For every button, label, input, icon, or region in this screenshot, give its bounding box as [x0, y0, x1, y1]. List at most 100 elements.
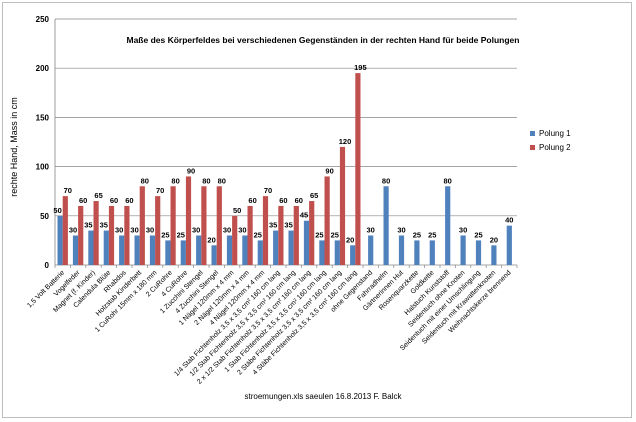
chart-footer: stroemungen.xls saeulen 16.8.2013 F. Bal…: [245, 392, 403, 401]
data-label-polung-1: 25: [161, 230, 169, 239]
bar-chart: Maße des Körperfeldes bei verschiedenen …: [9, 15, 571, 401]
data-label-polung-2: 90: [187, 166, 195, 175]
data-label-polung-1: 30: [397, 225, 405, 234]
axes: [54, 19, 518, 268]
data-label-polung-2: 60: [125, 196, 133, 205]
bar-polung-2: [339, 146, 346, 265]
data-label-polung-1: 35: [284, 221, 292, 230]
y-tick-label: 200: [36, 64, 50, 73]
legend-swatch-2: [530, 145, 535, 150]
bar-polung-2: [278, 205, 284, 265]
data-label-polung-1: 20: [490, 235, 498, 244]
bar-polung-2: [62, 196, 68, 265]
bar-polung-2: [293, 205, 299, 265]
data-label-polung-1: 30: [459, 225, 467, 234]
legend-swatch-1: [530, 131, 535, 136]
data-label-polung-2: 65: [310, 191, 318, 200]
data-label-polung-1: 25: [315, 230, 323, 239]
data-label-polung-2: 60: [79, 196, 87, 205]
data-label-polung-2: 50: [233, 206, 241, 215]
bar-polung-1: [429, 240, 435, 265]
bar-polung-2: [108, 205, 115, 265]
data-label-polung-1: 35: [100, 221, 108, 230]
data-label-polung-2: 70: [264, 186, 272, 195]
data-label-polung-1: 30: [367, 225, 375, 234]
data-label-polung-2: 195: [354, 63, 367, 72]
data-label-polung-1: 45: [300, 211, 308, 220]
bars: [57, 73, 512, 266]
y-axis-label: rechte Hand, Mass in cm: [9, 97, 19, 197]
bar-polung-2: [78, 205, 84, 265]
bar-polung-1: [149, 235, 156, 265]
bar-polung-1: [491, 245, 497, 265]
bar-polung-2: [93, 201, 99, 265]
data-label-polung-2: 70: [64, 186, 72, 195]
data-label-polung-2: 60: [279, 196, 287, 205]
bar-polung-1: [165, 240, 171, 265]
data-label-polung-1: 40: [505, 216, 513, 225]
data-label-polung-1: 35: [84, 221, 92, 230]
bar-polung-1: [180, 240, 186, 265]
data-label-polung-2: 80: [202, 176, 210, 185]
y-tick-label: 0: [45, 261, 50, 270]
data-label-polung-1: 25: [474, 230, 482, 239]
data-label-polung-1: 80: [382, 176, 390, 185]
y-tick-label: 150: [36, 113, 50, 122]
data-label-polung-1: 25: [331, 230, 339, 239]
bar-polung-2: [139, 186, 145, 265]
data-label-polung-1: 30: [69, 225, 77, 234]
bar-polung-1: [319, 240, 325, 265]
data-label-polung-2: 65: [94, 191, 102, 200]
legend-label-1: Polung 1: [539, 129, 571, 138]
data-label-polung-2: 70: [156, 186, 164, 195]
bar-polung-1: [383, 186, 389, 265]
bar-polung-1: [445, 186, 451, 265]
bar-polung-2: [216, 186, 222, 265]
legend: Polung 1 Polung 2: [530, 129, 571, 152]
data-label-polung-1: 20: [346, 235, 354, 244]
bar-polung-1: [475, 240, 482, 265]
data-label-polung-1: 50: [53, 206, 61, 215]
data-label-polung-1: 30: [223, 225, 231, 234]
data-label-polung-2: 60: [248, 196, 256, 205]
bar-polung-1: [72, 235, 79, 265]
data-label-polung-1: 30: [115, 225, 123, 234]
data-label-polung-1: 20: [207, 235, 215, 244]
data-label-polung-2: 90: [325, 166, 333, 175]
bar-polung-1: [119, 235, 125, 265]
data-label-polung-2: 60: [295, 196, 303, 205]
data-label-polung-1: 25: [413, 230, 421, 239]
bar-polung-2: [185, 176, 192, 265]
bar-polung-1: [460, 235, 466, 265]
bar-polung-2: [155, 196, 161, 265]
bar-polung-1: [88, 230, 94, 265]
y-tick-label: 100: [36, 163, 50, 172]
data-label-polung-1: 80: [444, 176, 452, 185]
data-label-polung-1: 25: [254, 230, 262, 239]
data-label-polung-2: 80: [171, 176, 179, 185]
data-label-polung-1: 35: [269, 221, 277, 230]
bar-polung-1: [57, 215, 63, 265]
data-label-polung-1: 30: [146, 225, 154, 234]
data-label-polung-1: 30: [192, 225, 200, 234]
data-labels: 50 70 30 60 35 65 35 60 30 60 30 80 30 70 25 80 25 90 30 80…: [53, 63, 513, 244]
bar-polung-1: [257, 240, 263, 265]
y-tick-label: 50: [40, 212, 49, 221]
bar-polung-2: [247, 205, 253, 265]
data-label-polung-1: 30: [130, 225, 138, 234]
y-tick-label: 250: [36, 15, 50, 24]
bar-polung-1: [350, 245, 356, 265]
bar-polung-2: [201, 186, 207, 265]
bar-polung-1: [334, 240, 340, 265]
y-tick-labels: 0 50 100 150 200 250: [36, 15, 50, 270]
chart-title: Maße des Körperfeldes bei verschiedenen …: [127, 35, 520, 45]
bar-polung-1: [506, 225, 512, 265]
bar-polung-1: [211, 245, 217, 265]
bar-polung-2: [232, 215, 238, 265]
bar-polung-1: [103, 230, 109, 265]
bar-polung-2: [324, 176, 330, 265]
bar-polung-1: [196, 235, 202, 265]
data-label-polung-2: 80: [218, 176, 226, 185]
bar-polung-1: [134, 235, 140, 265]
